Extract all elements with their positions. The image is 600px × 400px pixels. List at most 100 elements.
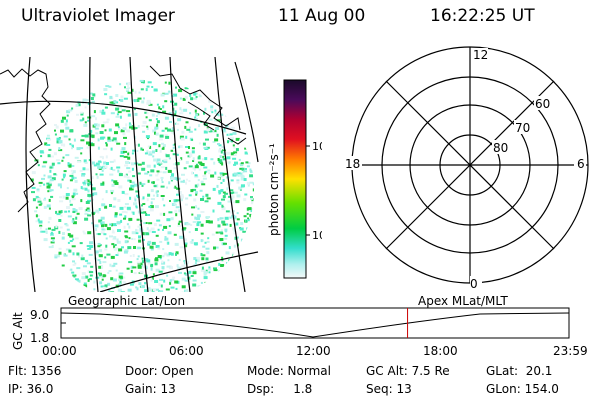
emission-pixel (173, 167, 177, 170)
emission-pixel (95, 253, 98, 256)
emission-pixel (197, 285, 202, 289)
emission-pixel (132, 211, 135, 215)
emission-pixels (30, 79, 254, 292)
emission-pixel (39, 184, 42, 187)
emission-pixel (117, 111, 122, 114)
emission-pixel (120, 150, 125, 154)
emission-pixel (156, 123, 159, 127)
emission-pixel (158, 144, 161, 148)
emission-pixel (168, 181, 171, 185)
emission-pixel (217, 158, 220, 161)
emission-pixel (31, 191, 35, 194)
emission-pixel (105, 155, 108, 159)
emission-pixel (109, 160, 114, 163)
emission-pixel (167, 169, 172, 173)
emission-pixel (126, 167, 131, 170)
emission-pixel (221, 256, 224, 259)
emission-pixel (149, 145, 152, 149)
emission-pixel (138, 91, 141, 94)
emission-pixel (83, 282, 87, 286)
emission-pixel (111, 243, 115, 246)
emission-pixel (47, 183, 52, 187)
emission-pixel (48, 148, 52, 151)
emission-pixel (118, 173, 123, 177)
emission-pixel (230, 179, 234, 182)
emission-pixel (49, 166, 53, 169)
emission-pixel (61, 264, 65, 267)
emission-pixel (219, 147, 222, 151)
emission-pixel (160, 284, 163, 288)
emission-pixel (103, 233, 107, 236)
emission-pixel (238, 158, 241, 161)
emission-pixel (159, 257, 162, 260)
emission-pixel (127, 246, 132, 250)
emission-pixel (179, 235, 184, 239)
emission-pixel (141, 257, 144, 260)
emission-pixel (216, 133, 219, 137)
emission-pixel (92, 193, 95, 197)
emission-pixel (64, 223, 68, 226)
emission-pixel (213, 246, 216, 250)
emission-pixel (206, 240, 210, 243)
emission-pixel (48, 227, 51, 230)
emission-pixel (110, 192, 113, 195)
emission-pixel (132, 266, 137, 269)
emission-pixel (121, 246, 124, 249)
emission-pixel (141, 198, 144, 201)
emission-pixel (222, 191, 226, 194)
emission-pixel (168, 90, 171, 93)
emission-pixel (131, 231, 136, 235)
emission-pixel (104, 284, 108, 288)
emission-pixel (120, 129, 125, 133)
emission-pixel (70, 144, 73, 147)
emission-pixel (174, 185, 178, 189)
emission-pixel (224, 228, 228, 232)
emission-pixel (201, 183, 206, 186)
emission-pixel (249, 213, 254, 217)
emission-pixel (194, 118, 198, 121)
emission-pixel (139, 223, 142, 226)
emission-pixel (99, 244, 102, 247)
emission-pixel (197, 183, 200, 187)
emission-pixel (166, 186, 168, 189)
emission-pixel (159, 240, 163, 243)
emission-pixel (127, 179, 131, 182)
emission-pixel (127, 156, 131, 160)
emission-pixel (211, 233, 215, 236)
emission-pixel (101, 228, 105, 231)
emission-pixel (160, 185, 165, 188)
emission-pixel (190, 275, 194, 277)
emission-pixel (214, 246, 219, 249)
emission-pixel (76, 252, 80, 256)
emission-pixel (117, 169, 120, 173)
emission-pixel (204, 200, 209, 203)
emission-pixel (178, 271, 182, 274)
emission-pixel (146, 164, 151, 168)
emission-pixel (78, 207, 83, 210)
emission-pixel (63, 135, 68, 138)
emission-pixel (129, 196, 132, 200)
emission-pixel (245, 161, 249, 164)
emission-pixel (147, 81, 152, 84)
emission-pixel (128, 261, 133, 264)
emission-pixel (114, 244, 117, 246)
emission-pixel (175, 199, 180, 202)
emission-pixel (66, 187, 69, 190)
emission-pixel (132, 175, 136, 178)
emission-pixel (165, 154, 170, 158)
emission-pixel (192, 160, 195, 162)
emission-pixel (105, 190, 108, 194)
emission-pixel (53, 173, 57, 176)
emission-pixel (243, 170, 248, 173)
emission-pixel (133, 246, 136, 249)
emission-pixel (115, 247, 119, 250)
emission-pixel (205, 146, 210, 149)
emission-pixel (126, 206, 131, 210)
emission-pixel (109, 173, 114, 176)
emission-pixel (179, 112, 184, 115)
emission-pixel (45, 231, 48, 234)
emission-pixel (74, 278, 79, 281)
emission-pixel (188, 165, 193, 168)
emission-pixel (48, 216, 52, 220)
emission-pixel (109, 235, 113, 238)
